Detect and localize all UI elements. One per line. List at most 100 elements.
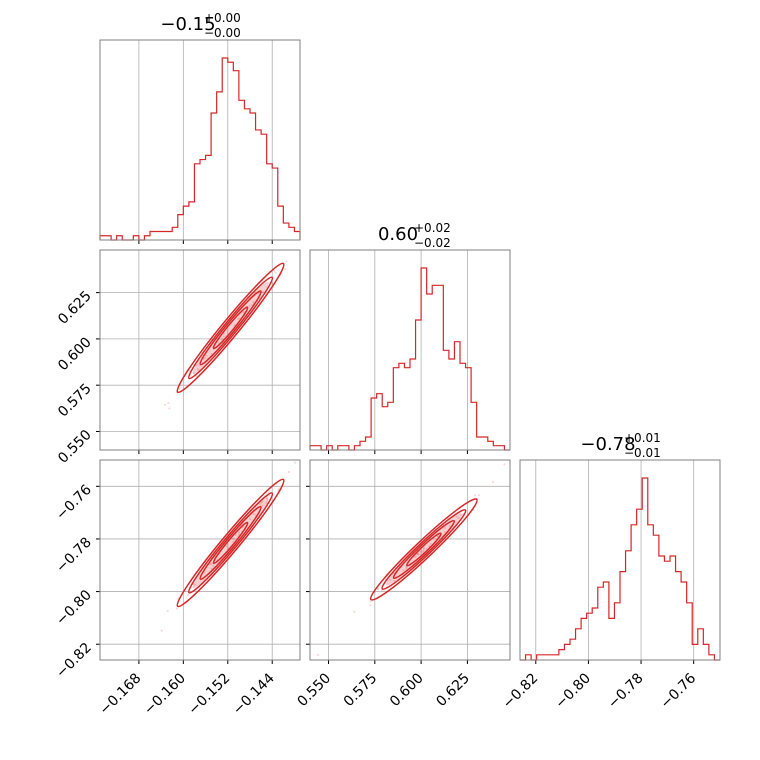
contour-level	[369, 498, 478, 601]
sample-point	[377, 587, 380, 590]
contour-level	[187, 492, 274, 594]
sample-point	[209, 562, 212, 566]
sample-point	[210, 562, 213, 566]
panel-hist-2: 0.60+0.02−0.02	[309, 221, 511, 454]
sample-point	[261, 504, 264, 507]
contour-level	[212, 306, 249, 350]
sample-point	[422, 549, 425, 552]
sample-point	[167, 401, 170, 405]
sample-point	[443, 530, 446, 534]
sample-point	[402, 569, 405, 572]
sample-point	[175, 607, 179, 610]
sample-point	[242, 310, 245, 313]
sample-point	[160, 629, 163, 632]
sample-point	[389, 578, 392, 582]
sample-point	[166, 609, 169, 612]
sample-point	[196, 368, 199, 371]
density-fill	[385, 513, 462, 586]
y-tick-label: −0.78	[53, 534, 95, 576]
y-tick-label: −0.80	[53, 587, 95, 629]
sample-point	[250, 303, 254, 307]
x-tick-label: 0.625	[433, 670, 473, 710]
sample-point	[414, 555, 417, 558]
sample-point	[457, 516, 461, 520]
sample-point	[285, 260, 288, 263]
panel-frame	[99, 249, 301, 451]
sample-point	[238, 533, 241, 536]
sample-point	[271, 282, 274, 285]
title-lower-error: −0.02	[414, 236, 451, 250]
sample-point	[188, 369, 191, 372]
sample-point	[260, 501, 263, 504]
sample-point	[417, 553, 420, 556]
sample-point	[265, 497, 269, 500]
x-tick-label: −0.80	[552, 670, 594, 712]
x-tick-label: −0.78	[605, 670, 647, 712]
panel-frame	[99, 39, 301, 241]
sample-point	[195, 363, 198, 367]
contour-level	[176, 478, 285, 608]
y-tick-label: −0.82	[53, 640, 95, 682]
sample-point	[428, 545, 431, 548]
panel-hist-1: −0.15+0.00−0.00	[99, 11, 301, 244]
sample-point	[460, 514, 463, 517]
sample-point	[417, 553, 420, 556]
sample-point	[444, 526, 447, 529]
histogram-step	[99, 57, 301, 241]
sample-point	[222, 335, 225, 338]
x-tick-label: −0.76	[658, 670, 700, 712]
y-tick-label: 0.550	[55, 427, 95, 467]
x-tick-label: −0.168	[97, 670, 145, 718]
sample-point	[187, 593, 190, 597]
sample-point	[369, 604, 372, 607]
contour-level	[381, 509, 467, 590]
contour-level	[176, 262, 285, 394]
sample-point	[448, 524, 451, 527]
panel-2d-p2-p1: 0.550 0.575 0.600 0.625	[55, 249, 301, 467]
panel-frame	[309, 249, 511, 451]
sample-point	[284, 267, 287, 270]
contour-level	[199, 290, 262, 366]
sample-point	[405, 566, 408, 569]
sample-point	[212, 564, 215, 567]
x-tick-label: 0.550	[294, 670, 334, 710]
sample-point	[261, 500, 264, 503]
sample-point	[376, 588, 380, 591]
panel-frame	[309, 459, 511, 661]
x-tick-label: −0.82	[500, 670, 542, 712]
panel-2d-p3-p2: 0.550 0.575 0.600 0.625	[294, 459, 511, 710]
sample-point	[258, 502, 261, 506]
x-tick-label: −0.144	[230, 670, 278, 718]
sample-point	[210, 567, 213, 570]
panel-title: −0.15	[160, 14, 215, 35]
y-tick-label: −0.76	[53, 482, 95, 524]
histogram-step	[309, 267, 510, 451]
sample-point	[274, 271, 277, 274]
sample-point	[436, 535, 439, 538]
y-tick-label: 0.625	[55, 288, 95, 328]
sample-point	[205, 354, 208, 357]
sample-point	[455, 515, 459, 518]
sample-point	[220, 338, 223, 341]
sample-point	[492, 481, 495, 484]
sample-point	[265, 496, 269, 499]
title-upper-error: +0.01	[624, 431, 661, 445]
sample-point	[369, 600, 372, 603]
sample-point	[164, 403, 167, 406]
title-lower-error: −0.00	[204, 26, 241, 40]
density-fill	[192, 281, 269, 374]
contour-level	[405, 532, 442, 567]
sample-point	[429, 542, 432, 546]
sample-point	[393, 579, 396, 583]
sample-point	[232, 540, 235, 543]
sample-point	[294, 461, 297, 464]
sample-point	[422, 547, 425, 550]
contour-level	[199, 505, 262, 581]
sample-point	[233, 324, 236, 327]
sample-point	[168, 407, 171, 410]
sample-point	[503, 463, 506, 466]
sample-point	[237, 317, 240, 320]
sample-point	[252, 512, 255, 516]
sample-point	[353, 610, 356, 613]
